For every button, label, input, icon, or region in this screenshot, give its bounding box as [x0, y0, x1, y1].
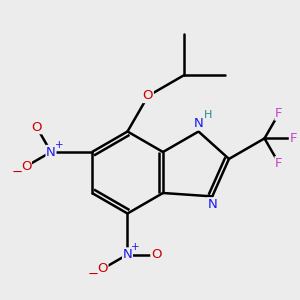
Text: N: N [207, 198, 217, 211]
Text: F: F [275, 157, 283, 170]
Text: O: O [32, 121, 42, 134]
Text: N: N [123, 248, 132, 261]
Text: −: − [88, 268, 99, 281]
Text: O: O [98, 262, 108, 275]
Text: H: H [204, 110, 213, 121]
Text: −: − [12, 166, 23, 179]
Text: +: + [131, 242, 140, 253]
Text: O: O [21, 160, 32, 173]
Text: O: O [151, 248, 161, 261]
Text: +: + [55, 140, 63, 150]
Text: F: F [275, 107, 283, 120]
Text: F: F [290, 132, 297, 145]
Text: N: N [194, 117, 203, 130]
Text: N: N [46, 146, 56, 158]
Text: O: O [143, 89, 153, 103]
